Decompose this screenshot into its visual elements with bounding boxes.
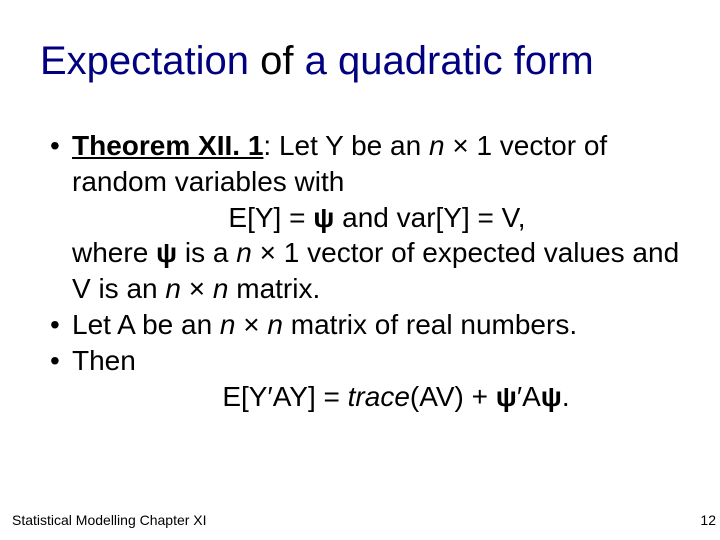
bullet-dot: • [50, 343, 72, 379]
text: : Let Y be an [263, 130, 429, 161]
text: and var[Y] = V, [334, 202, 525, 233]
title-word-5: form [514, 39, 594, 83]
footer-left: Statistical Modelling Chapter XI [12, 512, 207, 528]
psi-symbol: ψ [496, 381, 517, 412]
text: matrix. [228, 273, 320, 304]
text: Let A be an [72, 309, 220, 340]
where-line: where ψ is a n × 1 vector of expected va… [50, 235, 682, 307]
var-n: n [220, 309, 236, 340]
bullet-2: • Let A be an n × n matrix of real numbe… [50, 307, 682, 343]
title-word-4: quadratic [338, 39, 503, 83]
var-n: n [236, 237, 252, 268]
theorem-label: Theorem XII. 1 [72, 130, 263, 161]
bullet-3-content: Then [72, 343, 682, 379]
psi-symbol: ψ [156, 237, 177, 268]
expectation-line: E[Y] = ψ and var[Y] = V, [50, 200, 682, 236]
text: ′A [517, 381, 541, 412]
slide-title: Expectation of a quadratic form [40, 38, 680, 84]
bullet-dot: • [50, 128, 72, 200]
var-n: n [267, 309, 283, 340]
title-word-2: of [260, 39, 293, 83]
text: E[Y′AY] = [222, 381, 347, 412]
result-line: E[Y′AY] = trace(AV) + ψ′Aψ. [50, 379, 682, 415]
var-n: n [165, 273, 181, 304]
text: matrix of real numbers. [283, 309, 577, 340]
bullet-dot: • [50, 307, 72, 343]
bullet-2-content: Let A be an n × n matrix of real numbers… [72, 307, 682, 343]
page-number: 12 [700, 512, 716, 528]
psi-symbol: ψ [313, 202, 334, 233]
slide-body: • Theorem XII. 1: Let Y be an n × 1 vect… [50, 128, 682, 415]
text: is a [177, 237, 236, 268]
text: where [72, 237, 156, 268]
title-word-1: Expectation [40, 39, 249, 83]
text: E[Y] = [228, 202, 313, 233]
text: Then [72, 345, 136, 376]
var-n: n [429, 130, 445, 161]
bullet-3: • Then [50, 343, 682, 379]
text: × [236, 309, 268, 340]
trace-word: trace [348, 381, 410, 412]
bullet-1: • Theorem XII. 1: Let Y be an n × 1 vect… [50, 128, 682, 200]
slide: Expectation of a quadratic form • Theore… [0, 0, 720, 540]
title-word-3: a [305, 39, 327, 83]
text: (AV) + [410, 381, 496, 412]
psi-symbol: ψ [541, 381, 562, 412]
text: . [562, 381, 570, 412]
var-n: n [213, 273, 229, 304]
text: × [181, 273, 213, 304]
bullet-1-content: Theorem XII. 1: Let Y be an n × 1 vector… [72, 128, 682, 200]
